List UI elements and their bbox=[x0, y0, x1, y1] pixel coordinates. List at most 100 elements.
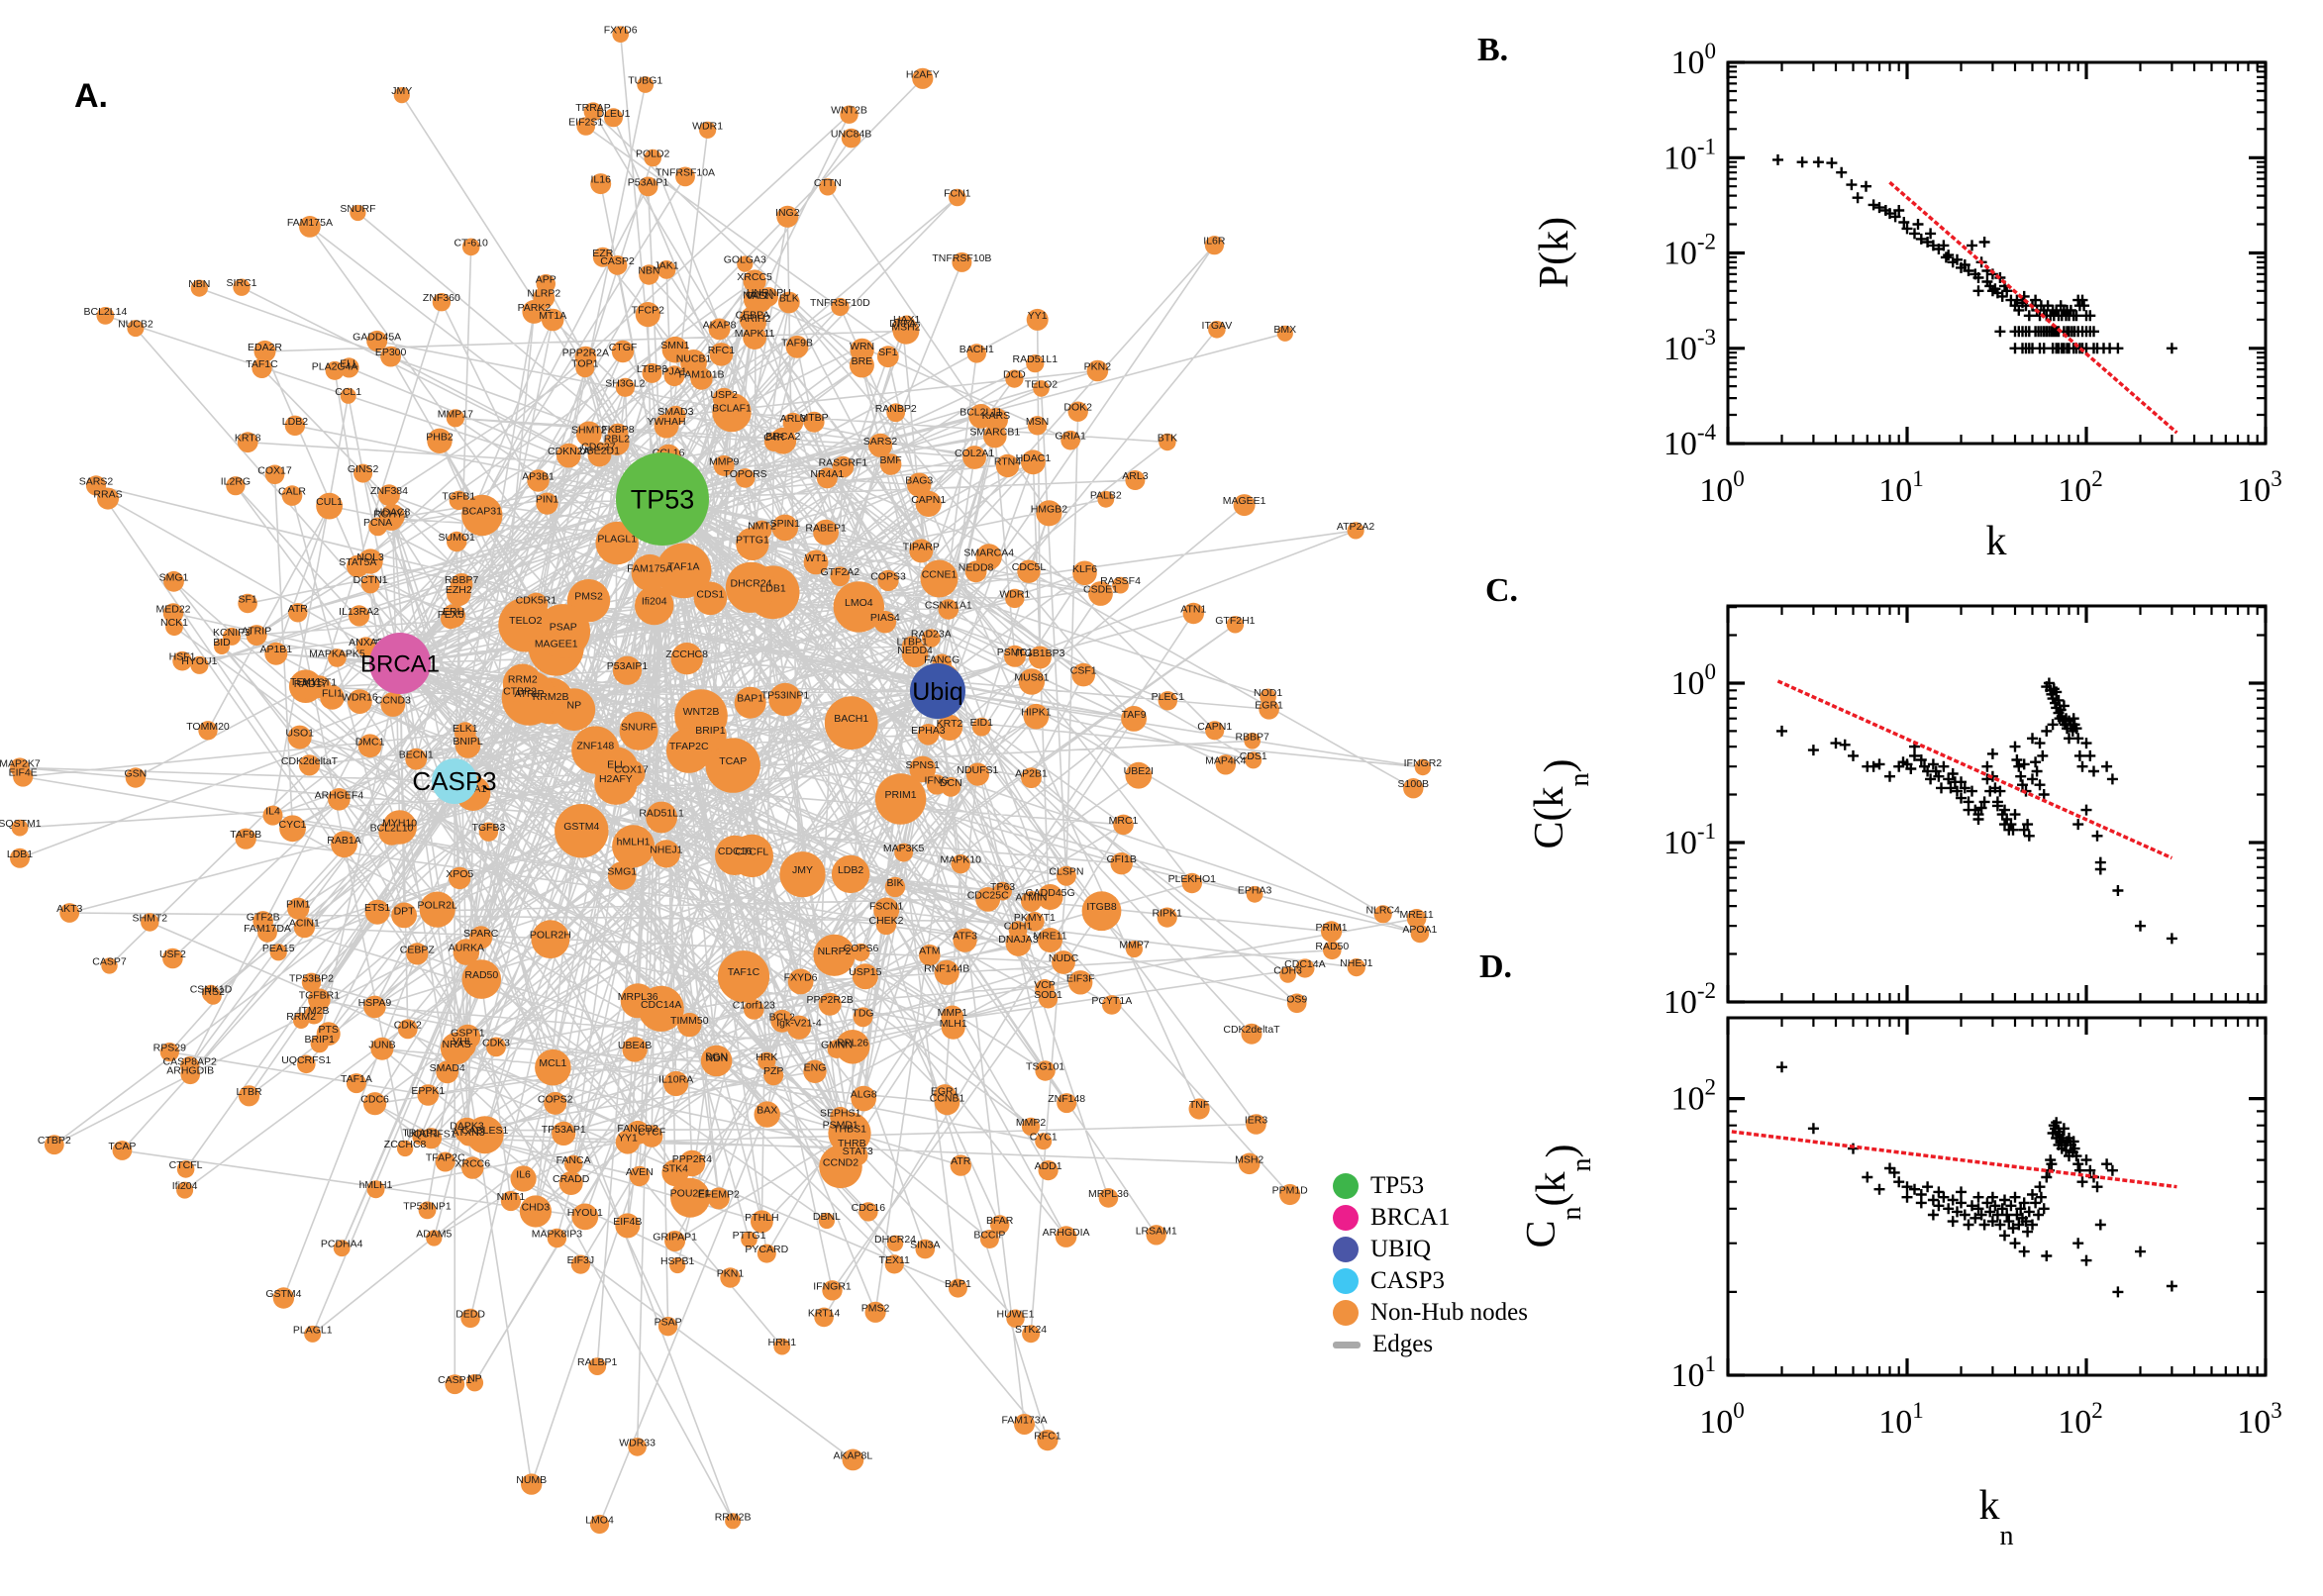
network-node[interactable] bbox=[971, 717, 991, 737]
network-node[interactable] bbox=[112, 1141, 133, 1160]
network-node[interactable] bbox=[747, 287, 773, 313]
network-node[interactable] bbox=[666, 728, 712, 773]
network-node[interactable] bbox=[44, 1135, 64, 1155]
network-node[interactable] bbox=[237, 432, 258, 453]
network-node[interactable] bbox=[876, 346, 899, 368]
network-node[interactable] bbox=[1406, 909, 1427, 929]
network-node[interactable] bbox=[787, 968, 814, 995]
network-node[interactable] bbox=[1347, 522, 1364, 540]
network-node[interactable] bbox=[867, 433, 893, 457]
network-node[interactable] bbox=[1023, 703, 1050, 730]
network-node[interactable] bbox=[406, 943, 429, 965]
network-node[interactable] bbox=[96, 307, 115, 325]
network-node[interactable] bbox=[864, 1301, 886, 1323]
network-node[interactable] bbox=[1286, 993, 1307, 1014]
network-node[interactable] bbox=[664, 1231, 686, 1251]
network-node[interactable] bbox=[198, 721, 218, 741]
network-node[interactable] bbox=[735, 468, 756, 488]
network-node[interactable] bbox=[393, 87, 410, 104]
network-node[interactable] bbox=[818, 1212, 836, 1230]
network-node[interactable] bbox=[1347, 958, 1365, 977]
network-node[interactable] bbox=[279, 815, 306, 843]
network-node[interactable] bbox=[637, 76, 655, 93]
network-node[interactable] bbox=[1323, 941, 1342, 960]
network-node[interactable] bbox=[1014, 1414, 1035, 1435]
network-node[interactable] bbox=[886, 403, 906, 423]
network-node[interactable] bbox=[588, 1357, 607, 1375]
network-node[interactable] bbox=[445, 1374, 465, 1395]
network-node[interactable] bbox=[575, 421, 602, 448]
network-node[interactable] bbox=[13, 766, 34, 787]
network-node[interactable] bbox=[293, 917, 315, 939]
network-node[interactable] bbox=[644, 149, 661, 167]
network-node[interactable] bbox=[544, 1091, 567, 1115]
network-node[interactable] bbox=[527, 469, 550, 492]
network-node[interactable] bbox=[1008, 921, 1028, 940]
network-node[interactable] bbox=[519, 1195, 553, 1228]
network-node[interactable] bbox=[669, 1256, 686, 1274]
network-node[interactable] bbox=[785, 335, 809, 358]
network-node[interactable] bbox=[884, 1254, 904, 1274]
network-node[interactable] bbox=[743, 269, 766, 293]
network-node[interactable] bbox=[141, 913, 159, 932]
network-node[interactable] bbox=[226, 476, 246, 496]
network-node[interactable] bbox=[246, 625, 267, 647]
network-node[interactable] bbox=[751, 1210, 773, 1234]
network-node[interactable] bbox=[1035, 1133, 1053, 1150]
network-node[interactable] bbox=[1006, 1309, 1025, 1328]
network-node[interactable] bbox=[638, 985, 684, 1032]
network-node[interactable] bbox=[331, 831, 357, 858]
network-node[interactable] bbox=[10, 848, 30, 868]
network-node[interactable] bbox=[397, 1019, 418, 1040]
network-node[interactable] bbox=[533, 286, 556, 309]
network-node[interactable] bbox=[339, 357, 359, 378]
network-node[interactable] bbox=[465, 1116, 504, 1154]
network-node[interactable] bbox=[835, 1030, 870, 1064]
network-node[interactable] bbox=[348, 689, 372, 714]
network-node[interactable] bbox=[288, 603, 308, 623]
hub-node-ubiq[interactable]: Ubiq bbox=[910, 663, 965, 719]
network-node[interactable] bbox=[502, 663, 543, 704]
network-node[interactable] bbox=[858, 1202, 878, 1222]
network-node[interactable] bbox=[427, 428, 453, 453]
network-node[interactable] bbox=[965, 762, 990, 786]
network-node[interactable] bbox=[830, 566, 851, 587]
network-node[interactable] bbox=[1276, 325, 1293, 342]
network-node[interactable] bbox=[938, 599, 960, 620]
network-node[interactable] bbox=[575, 358, 595, 378]
network-node[interactable] bbox=[1003, 645, 1026, 667]
network-node[interactable] bbox=[553, 688, 596, 732]
network-node[interactable] bbox=[638, 176, 658, 197]
network-node[interactable] bbox=[1208, 321, 1226, 339]
network-node[interactable] bbox=[1022, 1325, 1041, 1344]
network-node[interactable] bbox=[570, 1254, 591, 1274]
network-node[interactable] bbox=[536, 604, 591, 658]
network-node[interactable] bbox=[1181, 872, 1203, 894]
network-node[interactable] bbox=[1021, 1117, 1041, 1136]
network-node[interactable] bbox=[364, 899, 390, 925]
network-node[interactable] bbox=[1226, 616, 1245, 634]
network-node[interactable] bbox=[853, 1007, 873, 1028]
network-node[interactable] bbox=[712, 392, 752, 433]
network-node[interactable] bbox=[720, 1267, 741, 1288]
network-node[interactable] bbox=[758, 1051, 776, 1070]
network-node[interactable] bbox=[357, 549, 383, 574]
network-node[interactable] bbox=[412, 1129, 429, 1146]
network-node[interactable] bbox=[1158, 691, 1178, 711]
network-node[interactable] bbox=[304, 1325, 322, 1343]
network-node[interactable] bbox=[587, 443, 612, 467]
network-node[interactable] bbox=[461, 494, 503, 537]
network-node[interactable] bbox=[531, 920, 570, 959]
network-node[interactable] bbox=[1245, 751, 1262, 769]
network-node[interactable] bbox=[592, 247, 613, 267]
network-node[interactable] bbox=[1241, 1023, 1262, 1045]
network-node[interactable] bbox=[1204, 236, 1224, 255]
network-node[interactable] bbox=[713, 454, 735, 476]
network-node[interactable] bbox=[822, 1280, 843, 1301]
network-node[interactable] bbox=[190, 655, 209, 674]
network-node[interactable] bbox=[238, 593, 257, 614]
network-node[interactable] bbox=[611, 340, 635, 363]
network-node[interactable] bbox=[1125, 470, 1146, 490]
network-node[interactable] bbox=[346, 1073, 366, 1094]
network-node[interactable] bbox=[779, 851, 826, 898]
